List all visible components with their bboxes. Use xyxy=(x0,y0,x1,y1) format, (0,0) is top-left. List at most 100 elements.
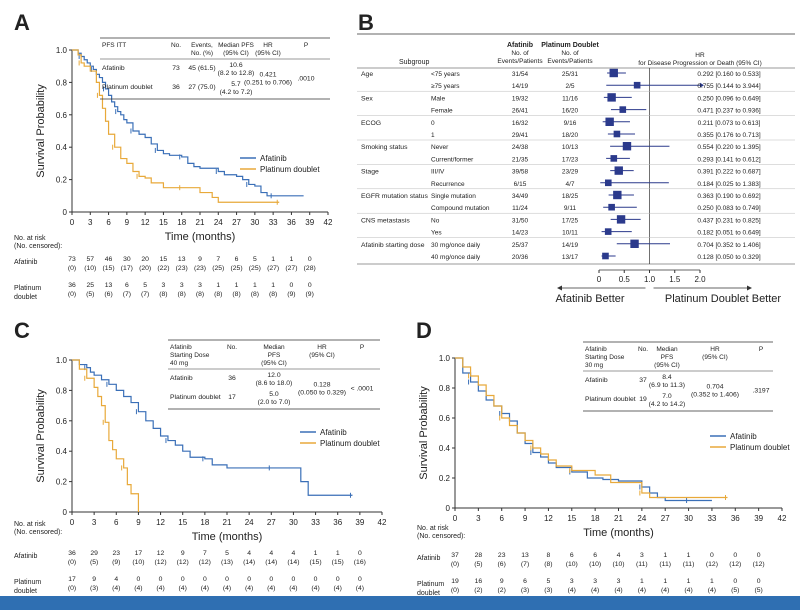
panel-a-risk-count: 0 xyxy=(308,256,312,263)
panel-c-risk-censored: (15) xyxy=(310,559,322,566)
panel-c-risk-censored: (12) xyxy=(177,559,189,566)
panel-c-risk-count: 0 xyxy=(358,550,362,557)
panel-b-row-hr-text: 0.554 [0.220 to 1.395] xyxy=(697,144,760,151)
panel-c-risk-count: 0 xyxy=(181,576,185,583)
panel-d-x-tick-label: 12 xyxy=(544,514,553,523)
panel-b-platinum-header: Platinum Doublet xyxy=(541,42,599,49)
panel-b-row-afatinib: 25/37 xyxy=(512,242,529,249)
panel-b-row-afatinib: 34/49 xyxy=(512,193,529,200)
panel-d-risk-count: 6 xyxy=(570,552,574,559)
panel-a-risk-count: 1 xyxy=(271,282,275,289)
panel-b-row-hr-text: 0.250 [0.096 to 0.649] xyxy=(697,95,760,102)
panel-c-table-header: Starting Dose xyxy=(170,352,210,359)
panel-d-table-row-name: Afatinib xyxy=(585,377,608,384)
panel-c-risk-group-label: Afatinib xyxy=(14,553,37,560)
panel-c-risk-count: 4 xyxy=(292,550,296,557)
panel-b-row-platinum: 17/23 xyxy=(562,156,579,163)
panel-c-risk-censored: (4) xyxy=(156,585,164,592)
panel-b-afatinib-header: Events/Patients xyxy=(497,58,543,65)
panel-d-table-header: Afatinib xyxy=(585,346,607,353)
panel-d-risk-censored: (12) xyxy=(706,561,718,568)
panel-c-risk-censored: (4) xyxy=(179,585,187,592)
panel-c-risk-censored: (16) xyxy=(354,559,366,566)
panel-d-risk-censored: (0) xyxy=(451,587,459,594)
panel-d-risk-censored: (4) xyxy=(638,587,646,594)
panel-b-row-subgroup: Yes xyxy=(431,230,442,237)
panel-b-row-hr-text: 0.292 [0.160 to 0.533] xyxy=(697,71,760,78)
panel-d-x-tick-label: 30 xyxy=(684,514,693,523)
panel-a-risk-count: 30 xyxy=(123,256,131,263)
panel-b-row-platinum: 23/29 xyxy=(562,169,579,176)
panel-b-row-afatinib: 11/24 xyxy=(512,205,528,212)
panel-c-x-tick-label: 42 xyxy=(378,518,387,527)
panel-a-risk-count: 9 xyxy=(198,256,202,263)
panel-c-table-hr: 0.128 xyxy=(313,382,330,389)
panel-b-row-platinum: 10/11 xyxy=(562,230,578,237)
panel-b-hr-marker xyxy=(613,190,622,200)
panel-c-x-tick-label: 27 xyxy=(267,518,276,527)
panel-c-risk-censored: (3) xyxy=(90,585,98,592)
panel-a-table-header: No. (%) xyxy=(191,50,213,57)
panel-d-risk-group-label: Platinum xyxy=(417,581,444,588)
panel-a-table-row-no: 73 xyxy=(172,65,180,72)
panel-d-risk-censored: (4) xyxy=(568,587,576,594)
panel-b-row-subgroup: Male xyxy=(431,95,445,102)
panel-b-row-group: Afatinib starting dose xyxy=(361,242,425,249)
panel-c-y-tick-label: 0.6 xyxy=(56,417,68,426)
panel-c-risk-censored: (0) xyxy=(68,559,76,566)
panel-b-row-subgroup: Current/former xyxy=(431,156,474,163)
panel-a-risk-count: 20 xyxy=(141,256,149,263)
panel-d-legend-label: Platinum doublet xyxy=(730,443,790,452)
panel-b-row-subgroup: <75 years xyxy=(431,71,460,78)
panel-d-table-row-name: Platinum doublet xyxy=(585,396,636,403)
panel-a-table-row-no: 36 xyxy=(172,84,180,91)
panel-a-risk-count: 13 xyxy=(105,282,113,289)
panel-c-y-tick-label: 0.4 xyxy=(56,447,68,456)
panel-c-risk-censored: (15) xyxy=(332,559,344,566)
panel-b-hr-marker xyxy=(619,106,627,113)
panel-a-x-tick-label: 3 xyxy=(88,218,93,227)
panel-a-y-tick-label: 0.8 xyxy=(56,78,68,87)
panel-d-risk-count: 19 xyxy=(451,578,459,585)
panel-d-risk-count: 1 xyxy=(663,578,667,585)
panel-c-risk-count: 9 xyxy=(92,576,96,583)
panel-d-x-tick-label: 24 xyxy=(637,514,646,523)
panel-c-x-tick-label: 36 xyxy=(333,518,342,527)
panel-b-row-group: Age xyxy=(361,71,373,78)
panel-c-risk-count: 0 xyxy=(314,576,318,583)
panel-a-risk-censored: (23) xyxy=(194,265,206,272)
panel-c-risk-censored: (10) xyxy=(132,559,144,566)
panel-b-row-platinum: 10/13 xyxy=(562,144,579,151)
panel-d-risk-censored: (3) xyxy=(544,587,552,594)
panel-c-risk-censored: (4) xyxy=(334,585,342,592)
panel-a-table-row-name: Platinum doublet xyxy=(102,84,153,91)
panel-c-risk-censored: (4) xyxy=(289,585,297,592)
panel-b-row-subgroup: 30 mg/once daily xyxy=(431,242,481,249)
panel-d-x-tick-label: 6 xyxy=(499,514,504,523)
panel-c-risk-count: 0 xyxy=(225,576,229,583)
panel-b-row-subgroup: Never xyxy=(431,144,449,151)
panel-a-risk-censored: (7) xyxy=(141,291,149,298)
panel-c-risk-count: 0 xyxy=(292,576,296,583)
panel-c-risk-censored: (12) xyxy=(199,559,211,566)
panel-c-table-header: P xyxy=(360,344,364,351)
panel-b-row-platinum: 13/17 xyxy=(562,254,579,261)
panel-d-risk-count: 4 xyxy=(617,552,621,559)
panel-b-row-hr-text: 0.182 [0.051 to 0.649] xyxy=(697,230,760,237)
panel-d-y-tick-label: 0 xyxy=(446,504,451,513)
panel-c-risk-count: 7 xyxy=(203,550,207,557)
panel-a-letter: A xyxy=(14,10,30,35)
panel-c-x-tick-label: 18 xyxy=(200,518,209,527)
panel-d-table-row-median: 7.0 xyxy=(662,393,672,400)
panel-b-row-platinum: 2/5 xyxy=(565,83,574,90)
panel-a-risk-censored: (15) xyxy=(103,265,115,272)
panel-d-risk-count: 1 xyxy=(710,578,714,585)
panel-c-table-row-no: 36 xyxy=(228,375,236,382)
panel-b-row-afatinib: 21/35 xyxy=(512,156,529,163)
panel-c-y-tick-label: 0.8 xyxy=(56,386,68,395)
panel-c-risk-header: No. at risk xyxy=(14,521,46,528)
panel-c-risk-count: 0 xyxy=(203,576,207,583)
panel-d-risk-censored: (6) xyxy=(498,561,506,568)
panel-c-legend-label: Afatinib xyxy=(320,428,347,437)
